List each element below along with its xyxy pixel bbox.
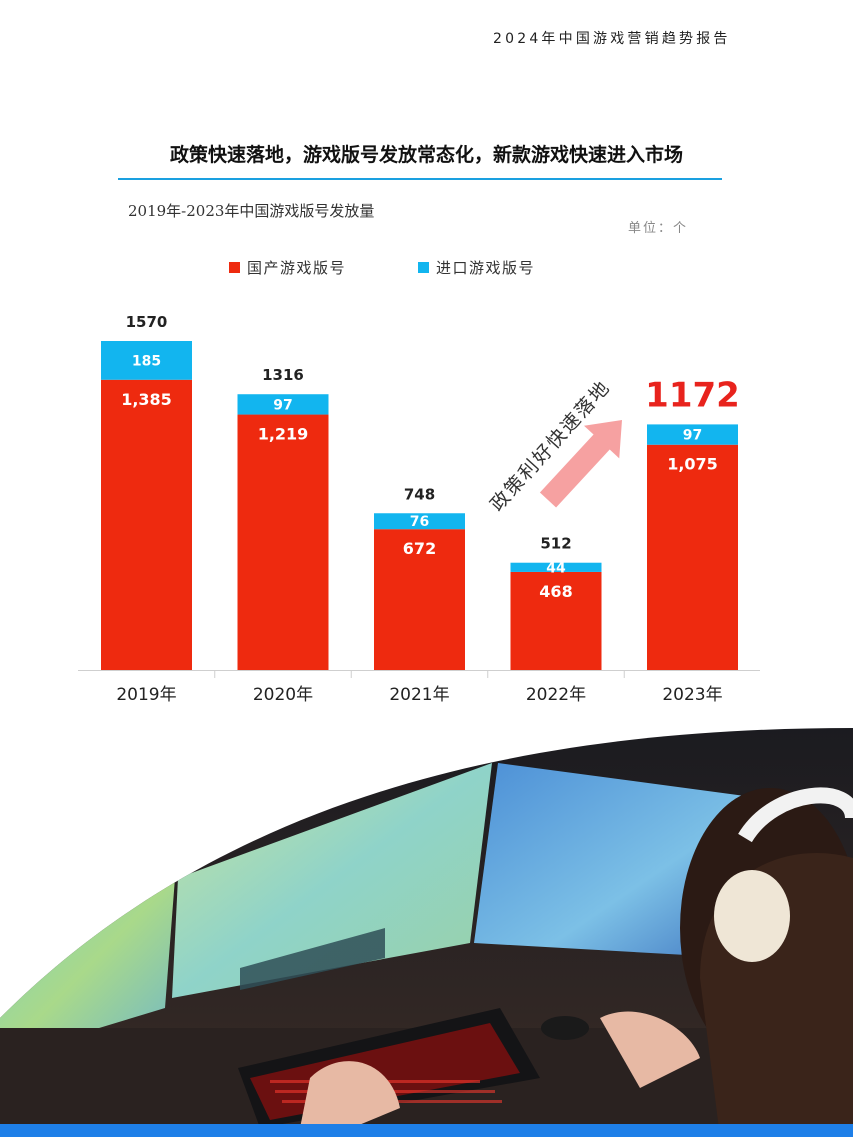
trend-arrow-shape: [539, 420, 622, 508]
unit-label: 单位：个: [628, 221, 689, 236]
legend-label-imported: 进口游戏版号: [436, 259, 536, 277]
chart-subtitle: 2019年-2023年中国游戏版号发放量: [128, 202, 375, 220]
data-label-imported-0: 185: [132, 353, 161, 369]
bar-imported-3: [510, 562, 602, 572]
data-label-domestic-4: 1,075: [667, 455, 718, 474]
x-tick-label-3: 2022年: [526, 685, 586, 705]
chart-legend: 国产游戏版号 进口游戏版号: [0, 257, 853, 281]
gaming-photo-illustration: [0, 728, 853, 1137]
footer-accent-bar: [0, 1124, 853, 1137]
up-right-arrow-icon: [539, 420, 622, 508]
total-label-4: 1172: [645, 375, 740, 415]
title-divider: [118, 178, 722, 180]
data-label-domestic-0: 1,385: [121, 390, 172, 409]
total-label-0: 1570: [126, 313, 168, 331]
legend-label-domestic: 国产游戏版号: [247, 259, 347, 277]
bar-domestic-2: [374, 529, 465, 670]
bar-domestic-1: [237, 414, 329, 670]
bar-domestic-0: [101, 379, 192, 670]
x-tick-label-4: 2023年: [662, 685, 722, 705]
bar-domestic-3: [510, 571, 602, 670]
legend-swatch-imported: [418, 262, 429, 273]
data-label-imported-2: 76: [410, 514, 429, 530]
section-title: 政策快速落地，游戏版号发放常态化，新款游戏快速进入市场: [169, 144, 683, 166]
bar-imported-0: [101, 341, 192, 380]
data-label-domestic-3: 468: [539, 582, 572, 601]
total-label-3: 512: [540, 535, 571, 553]
data-label-domestic-2: 672: [403, 539, 436, 558]
total-label-2: 748: [404, 485, 435, 503]
data-label-imported-4: 97: [683, 428, 702, 444]
legend-swatch-domestic: [229, 262, 240, 273]
x-tick-label-1: 2020年: [253, 685, 313, 705]
total-label-1: 1316: [262, 366, 304, 384]
gaming-photo: [0, 728, 853, 1137]
bar-imported-4: [647, 424, 738, 445]
legend-item-domestic: 国产游戏版号: [229, 257, 346, 278]
report-header-title: 2024年中国游戏营销趋势报告: [493, 31, 731, 47]
bar-imported-2: [374, 513, 465, 530]
x-tick-label-2: 2021年: [389, 685, 449, 705]
bar-chart: 185 1,385 1570 2019年 97 1,219 1316 2020年 76 672 74…: [78, 313, 760, 705]
bar-domestic-4: [647, 444, 738, 670]
data-label-imported-3: 44: [546, 560, 566, 576]
data-label-imported-1: 97: [273, 397, 292, 413]
legend-item-imported: 进口游戏版号: [418, 257, 535, 278]
data-label-domestic-1: 1,219: [258, 425, 309, 444]
x-tick-label-0: 2019年: [116, 685, 176, 705]
bar-imported-1: [237, 394, 329, 415]
